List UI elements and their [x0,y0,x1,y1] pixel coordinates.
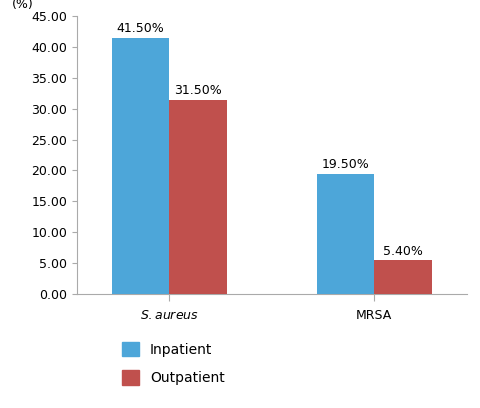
Text: MRSA: MRSA [355,309,392,322]
Text: $\it{S. aureus}$: $\it{S. aureus}$ [140,309,198,322]
Legend: Inpatient, Outpatient: Inpatient, Outpatient [115,335,231,392]
Text: 31.50%: 31.50% [174,84,221,97]
Text: 41.50%: 41.50% [117,22,164,35]
Bar [169,100,226,294]
Bar [373,260,431,294]
Y-axis label: (%): (%) [12,0,33,11]
Bar [316,173,373,294]
Text: 19.50%: 19.50% [321,158,369,171]
Text: 5.40%: 5.40% [382,245,422,258]
Bar [111,38,169,294]
